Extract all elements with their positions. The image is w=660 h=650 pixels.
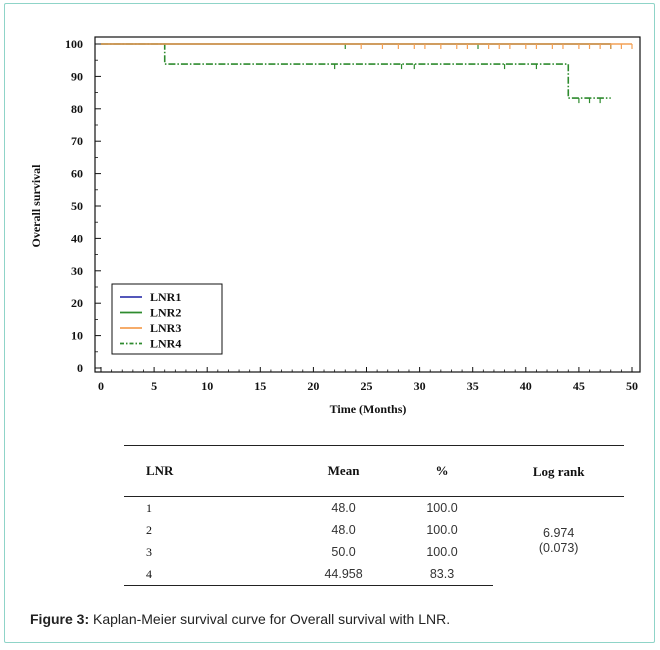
cell-percent: 100.0 (426, 501, 458, 515)
y-tick-label: 90 (71, 69, 83, 83)
series-lnr4-line (101, 43, 611, 99)
x-tick-label: 0 (98, 379, 104, 393)
header-log-rank: Log rank (532, 463, 585, 479)
cell-lnr: 3 (146, 544, 152, 559)
x-tick-label: 10 (201, 379, 213, 393)
cell-log-rank: 6.974 (0.073) (493, 497, 624, 586)
axis-ticks: 0 5 10 15 20 25 30 35 40 45 50 0 10 20 30 40 50 60 70 80 90 1… (65, 37, 638, 393)
header-lnr: LNR (146, 463, 174, 478)
cell-mean: 44.958 (266, 563, 391, 586)
x-tick-label: 45 (573, 379, 585, 393)
legend-label-lnr3: LNR3 (150, 321, 181, 335)
x-tick-label: 25 (361, 379, 373, 393)
series-group (101, 43, 633, 104)
x-tick-label: 35 (467, 379, 479, 393)
table-row: 2 48.0 100.0 (124, 519, 624, 541)
table-row: 3 50.0 100.0 (124, 541, 624, 563)
y-tick-label: 50 (71, 199, 83, 213)
x-tick-label: 50 (626, 379, 638, 393)
legend-box (111, 283, 223, 355)
cell-lnr: 4 (124, 563, 267, 586)
caption-text: Kaplan-Meier survival curve for Overall … (93, 611, 451, 627)
log-rank-p: (0.073) (538, 541, 579, 556)
y-tick-label: 20 (71, 296, 83, 310)
table-row: 1 48.0 100.0 6.974 (0.073) (124, 497, 624, 556)
x-tick-label: 30 (414, 379, 426, 393)
cell-percent: 100.0 (426, 523, 458, 537)
cell-mean: 48.0 (331, 501, 356, 515)
y-tick-label: 80 (71, 102, 83, 116)
y-axis-title: Overall survival (29, 164, 43, 248)
cell-percent: 83.3 (390, 563, 494, 586)
table-row: 4 44.958 83.3 (124, 563, 624, 586)
header-mean: Mean (327, 463, 360, 478)
caption-label: Figure 3: (30, 611, 90, 627)
cell-lnr: 1 (146, 500, 152, 515)
cell-mean: 48.0 (331, 523, 356, 537)
y-tick-label: 60 (71, 167, 83, 181)
x-tick-label: 40 (520, 379, 532, 393)
x-tick-label: 5 (151, 379, 157, 393)
y-tick-label: 70 (71, 134, 83, 148)
legend-label-lnr1: LNR1 (150, 290, 181, 304)
cell-lnr: 2 (146, 522, 152, 537)
y-tick-label: 0 (77, 361, 83, 375)
y-tick-label: 100 (65, 37, 83, 51)
x-tick-label: 20 (307, 379, 319, 393)
plot-area (94, 36, 641, 373)
x-tick-label: 15 (254, 379, 266, 393)
y-tick-label: 10 (71, 329, 83, 343)
cell-mean: 50.0 (331, 545, 356, 559)
log-rank-value: 6.974 (543, 526, 575, 541)
table-header-row: LNR Mean % Log rank (124, 445, 624, 497)
legend-label-lnr4: LNR4 (150, 337, 181, 351)
x-axis-title: Time (Months) (330, 402, 407, 416)
y-tick-label: 30 (71, 264, 83, 278)
figure-caption: Figure 3: Kaplan-Meier survival curve fo… (30, 611, 450, 627)
header-percent: % (435, 463, 449, 478)
legend-label-lnr2: LNR2 (150, 306, 181, 320)
y-tick-label: 40 (71, 231, 83, 245)
figure-frame (4, 3, 655, 643)
stats-table: LNR Mean % Log rank 1 48.0 100.0 6.974 (… (124, 445, 624, 586)
cell-percent: 100.0 (426, 545, 458, 559)
km-chart: 0 5 10 15 20 25 30 35 40 45 50 0 10 20 30 40 50 60 70 80 90 1… (29, 36, 641, 416)
